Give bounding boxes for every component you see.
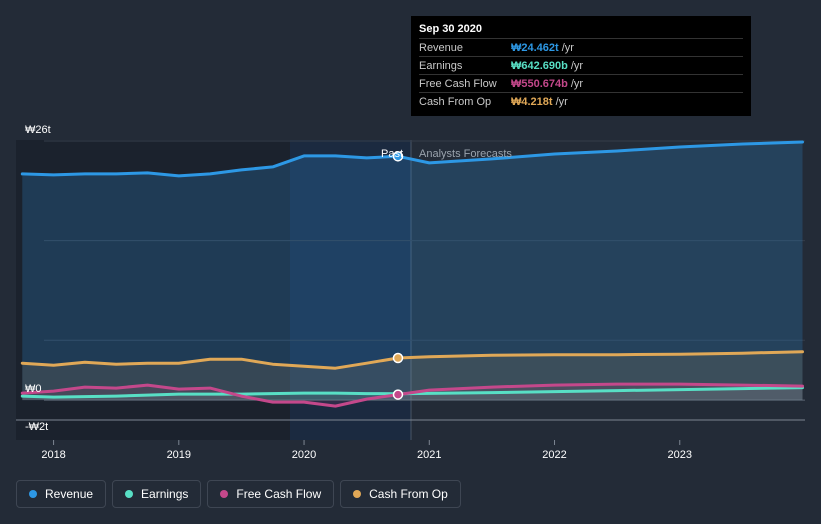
legend-label: Revenue: [45, 487, 94, 501]
tooltip-row-name: Free Cash Flow: [419, 77, 497, 90]
y-axis-label: ₩26t: [25, 124, 51, 136]
x-axis-ticks: 2018 2019 2020 2021 2022 2023: [41, 440, 692, 461]
legend-dot-icon: [220, 490, 229, 498]
legend: Revenue Earnings Free Cash Flow Cash Fro…: [16, 480, 461, 508]
tooltip-row-unit: /yr: [555, 95, 568, 108]
area-cash-from-op: [22, 351, 803, 401]
marker-revenue: [392, 151, 404, 162]
x-tick-label: 2020: [292, 449, 316, 461]
tooltip-row-value: ₩24.462t: [511, 41, 559, 54]
tooltip: Sep 30 2020 Revenue ₩24.462t /yr Earning…: [411, 16, 751, 116]
legend-dot-icon: [353, 490, 362, 498]
x-tick-label: 2022: [542, 449, 566, 461]
tooltip-row-earnings: Earnings ₩642.690b /yr: [419, 56, 743, 74]
x-tick-label: 2023: [668, 449, 692, 461]
legend-item-revenue[interactable]: Revenue: [16, 480, 107, 508]
tooltip-row-unit: /yr: [570, 59, 584, 72]
line-free-cash-flow: [20, 382, 804, 408]
tooltip-row-name: Revenue: [419, 41, 464, 54]
x-tick-label: 2018: [41, 449, 65, 461]
legend-label: Free Cash Flow: [236, 487, 322, 501]
x-tick-label: 2019: [167, 449, 191, 461]
y-axis-labels: ₩26t ₩0 -₩2t: [25, 124, 51, 433]
tooltip-row-value: ₩550.674b: [511, 77, 568, 90]
line-cash-from-op: [20, 350, 804, 370]
x-tick-label: 2021: [417, 449, 441, 461]
forecast-label: Analysts Forecasts: [419, 148, 512, 160]
area-revenue: [22, 142, 803, 401]
line-earnings: [20, 386, 804, 399]
legend-item-earnings[interactable]: Earnings: [112, 480, 202, 508]
tooltip-row-value: ₩4.218t: [511, 95, 553, 108]
tooltip-row-revenue: Revenue ₩24.462t /yr: [419, 38, 743, 56]
legend-item-free-cash-flow[interactable]: Free Cash Flow: [207, 480, 335, 508]
legend-dot-icon: [125, 490, 134, 498]
tooltip-row-unit: /yr: [570, 77, 584, 90]
marker-cash-from-op: [392, 352, 404, 364]
y-axis-label: -₩2t: [25, 421, 48, 433]
tooltip-date: Sep 30 2020: [419, 23, 482, 35]
series-areas: [22, 142, 803, 407]
legend-item-cash-from-op[interactable]: Cash From Op: [340, 480, 461, 508]
grid: [16, 140, 805, 421]
tooltip-row-name: Earnings: [419, 59, 463, 72]
tooltip-row-value: ₩642.690b: [511, 59, 568, 72]
legend-label: Earnings: [141, 487, 189, 501]
highlight-markers: [392, 151, 404, 400]
tooltip-row-cash-from-op: Cash From Op ₩4.218t /yr: [419, 92, 743, 110]
legend-dot-icon: [29, 490, 37, 498]
marker-free-cash-flow: [392, 389, 404, 400]
line-revenue: [20, 140, 804, 178]
tooltip-row-free-cash-flow: Free Cash Flow ₩550.674b /yr: [419, 74, 743, 92]
past-label: Past: [381, 148, 403, 160]
tooltip-row-unit: /yr: [561, 41, 574, 54]
series-lines: [20, 140, 804, 408]
highlight-band: [290, 140, 411, 440]
y-axis-label: ₩0: [25, 383, 42, 395]
legend-label: Cash From Op: [369, 487, 448, 501]
tooltip-row-name: Cash From Op: [419, 95, 492, 108]
